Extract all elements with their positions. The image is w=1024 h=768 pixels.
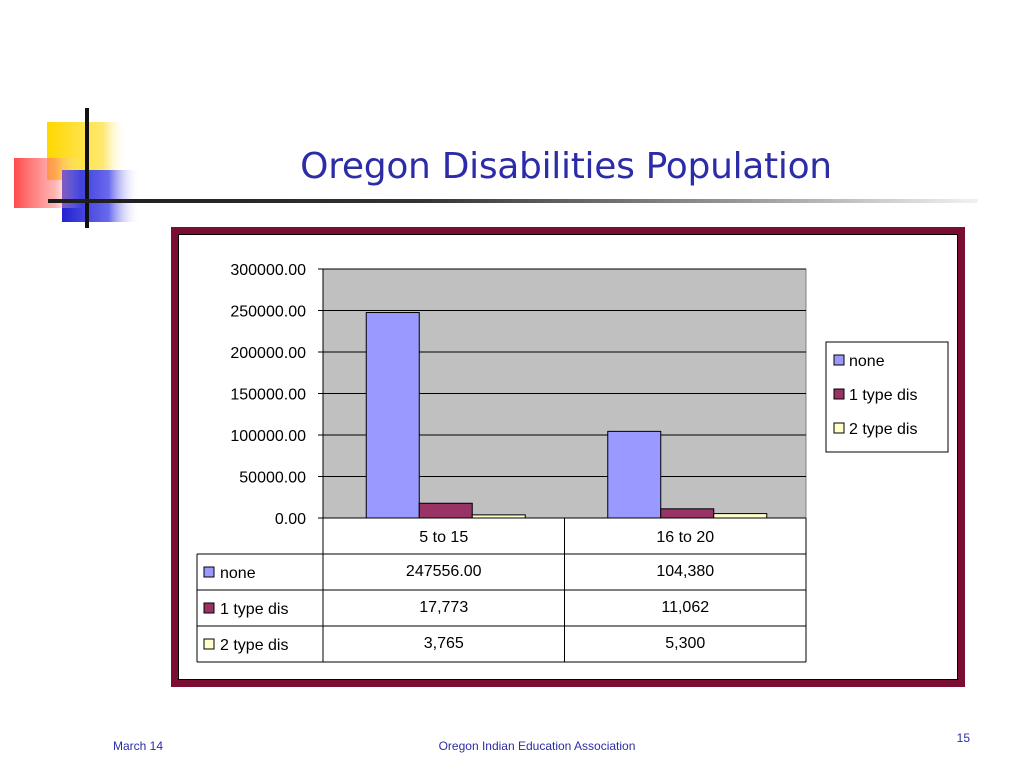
y-tick-label: 100000.00 xyxy=(230,428,306,445)
page-number: 15 xyxy=(956,731,970,745)
data-value: 11,062 xyxy=(661,599,709,616)
footer-date: March 14 xyxy=(113,739,164,753)
bar-1-2 xyxy=(607,430,662,519)
y-tick-label: 250000.00 xyxy=(230,304,306,321)
data-value: 5,300 xyxy=(665,635,705,652)
deco-vertical-line xyxy=(85,108,89,228)
bar-2-2 xyxy=(660,508,715,519)
legend-swatch xyxy=(833,388,845,400)
y-tick-label: 300000.00 xyxy=(230,262,306,279)
bar-2-1 xyxy=(418,502,473,519)
data-value: 17,773 xyxy=(419,599,468,616)
table-legend-swatch xyxy=(203,638,215,650)
chart-frame: 0.00 50000.00 100000.00 150000.00 200000.00 2… xyxy=(171,227,965,687)
table-series-label: none xyxy=(220,565,256,582)
data-value: 247556.00 xyxy=(406,563,482,580)
bar-1-1 xyxy=(365,312,420,519)
data-value: 3,765 xyxy=(424,635,464,652)
legend-box xyxy=(825,341,949,453)
legend-swatch xyxy=(833,422,845,434)
y-tick-label: 50000.00 xyxy=(239,470,306,487)
title-divider xyxy=(48,199,978,203)
data-value: 104,380 xyxy=(656,563,714,580)
table-legend-swatch xyxy=(203,602,215,614)
category-label: 16 to 20 xyxy=(656,529,714,546)
category-label: 5 to 15 xyxy=(419,529,468,546)
table-series-label: 1 type dis xyxy=(220,601,288,618)
y-tick-label: 150000.00 xyxy=(230,387,306,404)
table-legend-swatch xyxy=(203,566,215,578)
legend-label: none xyxy=(849,353,885,370)
bar-chart: 0.00 50000.00 100000.00 150000.00 200000.00 2… xyxy=(196,262,949,663)
legend-swatch xyxy=(833,354,845,366)
table-series-label: 2 type dis xyxy=(220,637,288,654)
y-tick-label: 200000.00 xyxy=(230,345,306,362)
chart-area: 0.00 50000.00 100000.00 150000.00 200000.00 2… xyxy=(178,234,958,680)
legend-label: 2 type dis xyxy=(849,421,917,438)
legend-label: 1 type dis xyxy=(849,387,917,404)
footer-organization: Oregon Indian Education Association xyxy=(438,739,636,753)
bar-3-2 xyxy=(713,513,768,519)
y-tick-label: 0.00 xyxy=(275,511,306,528)
slide-title: Oregon Disabilities Population xyxy=(300,146,832,187)
slide-decoration xyxy=(14,108,140,228)
